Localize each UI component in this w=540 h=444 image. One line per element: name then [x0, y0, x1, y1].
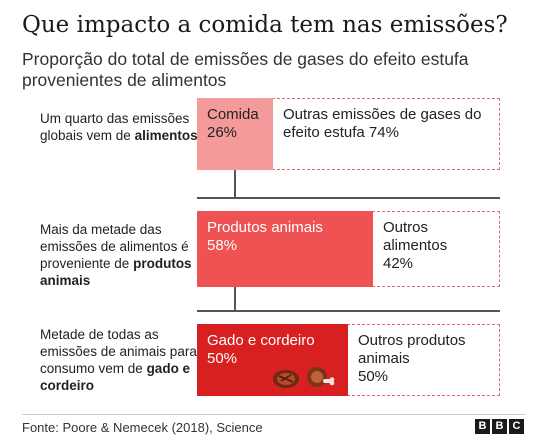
- bar-segment-animal-products: Produtos animais 58%: [197, 211, 373, 287]
- logo-block: B: [475, 419, 490, 434]
- segment-label: Outros alimentos: [383, 219, 448, 254]
- segment-value: 58%: [207, 237, 238, 254]
- caption-cattle-lamb: Metade de todas as emissões de animais p…: [40, 326, 198, 394]
- chart-title: Que impacto a comida tem nas emissões?: [22, 12, 508, 38]
- bar-segment-food: Comida 26%: [197, 98, 273, 170]
- meat-leg-icon: [307, 367, 335, 387]
- caption-text: Metade de todas as emissões de animais p…: [40, 327, 197, 376]
- footer-divider: [22, 414, 526, 415]
- segment-value: 50%: [358, 368, 389, 385]
- chart-subtitle: Proporção do total de emissões de gases …: [22, 49, 469, 90]
- connector-line: [234, 287, 236, 311]
- bar-segment-other-foods: Outros alimentos 42%: [373, 211, 499, 287]
- segment-label: Comida: [207, 106, 259, 123]
- steak-icon: [273, 370, 299, 388]
- segment-label: Gado e cordeiro: [207, 332, 315, 349]
- connector-line: [197, 310, 500, 312]
- segment-label: Produtos animais: [207, 219, 323, 236]
- bbc-logo: B B C: [475, 419, 524, 434]
- bar-segment-other-animal-products: Outros produtos animais 50%: [348, 324, 499, 396]
- caption-bold: gado e cordeiro: [40, 361, 191, 393]
- row-animal-products: Mais da metade das emissões de alimentos…: [0, 211, 540, 289]
- connector-line: [234, 170, 236, 198]
- caption-text: Um quarto das emissões globais vem de: [40, 111, 190, 143]
- logo-block: B: [492, 419, 507, 434]
- connector-line: [197, 197, 500, 199]
- bar-segment-cattle-lamb: Gado e cordeiro 50%: [197, 324, 348, 396]
- caption-food: Um quarto das emissões globais vem de al…: [40, 110, 198, 144]
- segment-label: Outras emissões de gases do efeito estuf…: [283, 106, 482, 141]
- bar-segment-other-emissions: Outras emissões de gases do efeito estuf…: [273, 98, 499, 170]
- segment-value: 42%: [383, 255, 414, 272]
- caption-text: Mais da metade das emissões de alimentos…: [40, 222, 189, 271]
- logo-block: C: [509, 419, 524, 434]
- segment-value: 26%: [207, 124, 238, 141]
- row-cattle-lamb: Metade de todas as emissões de animais p…: [0, 324, 540, 396]
- caption-bold: alimentos: [134, 128, 198, 143]
- source-note: Fonte: Poore & Nemecek (2018), Science: [22, 420, 263, 435]
- caption-animal-products: Mais da metade das emissões de alimentos…: [40, 221, 198, 289]
- row-food: Um quarto das emissões globais vem de al…: [0, 98, 540, 170]
- segment-label: Outros produtos animais: [358, 332, 466, 367]
- caption-bold: produtos animais: [40, 256, 192, 288]
- segment-value: 50%: [207, 350, 238, 367]
